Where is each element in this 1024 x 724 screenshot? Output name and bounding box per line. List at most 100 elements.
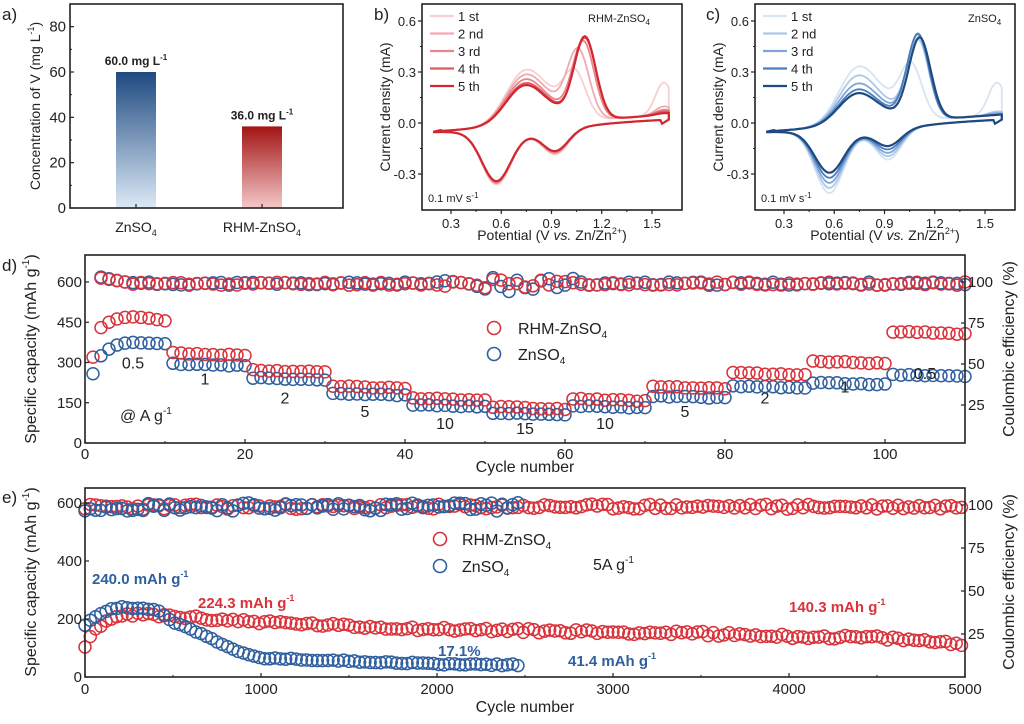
ce-point-rhm xyxy=(182,277,196,291)
capacity-point-rhm xyxy=(206,347,220,362)
ce-point-rhm xyxy=(494,273,508,287)
panel-d-legend: RHM-ZnSO4 ZnSO4 xyxy=(486,320,608,367)
y-tick-label: 150 xyxy=(57,395,82,412)
capacity-point-rhm xyxy=(268,615,282,630)
ce-point-rhm xyxy=(510,276,524,291)
capacity-point-znso4 xyxy=(662,390,676,404)
capacity-point-znso4 xyxy=(718,390,732,405)
capacity-point-rhm xyxy=(510,400,524,414)
ce-point-rhm xyxy=(118,275,132,289)
capacity-point-rhm xyxy=(812,630,826,644)
panel-e-xlabel: Cycle number xyxy=(476,699,575,716)
ce-point-rhm xyxy=(674,501,689,515)
capacity-point-rhm xyxy=(702,381,716,395)
capacity-point-znso4 xyxy=(358,387,372,402)
x-tick-label: 60 xyxy=(557,446,574,463)
capacity-point-znso4 xyxy=(822,376,836,390)
capacity-point-rhm xyxy=(294,364,308,379)
capacity-point-znso4 xyxy=(670,389,684,404)
y2-tick-label: 25 xyxy=(968,397,985,414)
ce-point-rhm xyxy=(270,275,284,290)
ce-point-rhm xyxy=(158,276,172,291)
bar-value-label: 36.0 mg L-1 xyxy=(231,107,294,122)
ce-point-znso4 xyxy=(125,503,140,518)
y-tick-label: 0.6 xyxy=(398,14,416,29)
legend-label: ZnSO4 xyxy=(518,347,566,367)
capacity-point-rhm xyxy=(310,364,324,379)
capacity-point-znso4 xyxy=(115,599,129,614)
capacity-point-znso4 xyxy=(726,379,740,393)
rate-label: 15 xyxy=(516,421,534,438)
panel-d-points xyxy=(86,270,972,422)
capacity-point-rhm xyxy=(648,626,662,640)
capacity-point-znso4 xyxy=(454,399,468,414)
ce-point-znso4 xyxy=(421,498,435,513)
capacity-point-rhm xyxy=(294,618,309,632)
capacity-point-rhm xyxy=(870,356,884,370)
ce-point-rhm xyxy=(828,499,842,514)
capacity-point-rhm xyxy=(446,392,460,406)
capacity-point-rhm xyxy=(410,623,425,638)
capacity-point-znso4 xyxy=(774,381,788,395)
ce-point-rhm xyxy=(374,275,388,290)
ce-point-rhm xyxy=(94,271,108,285)
capacity-point-znso4 xyxy=(447,657,462,671)
capacity-point-rhm xyxy=(398,381,412,396)
capacity-point-rhm xyxy=(574,391,588,406)
capacity-point-rhm xyxy=(902,324,916,339)
capacity-point-znso4 xyxy=(104,602,119,616)
ce-point-znso4 xyxy=(558,278,572,292)
legend-label: RHM-ZnSO4 xyxy=(462,532,552,552)
capacity-point-rhm xyxy=(764,629,779,643)
panel-c-xlabel: Potential (V vs. Zn/Zn2+) xyxy=(810,226,960,243)
x-tick-label: 40 xyxy=(397,446,414,463)
capacity-point-rhm xyxy=(548,624,562,638)
ce-point-rhm xyxy=(574,499,589,514)
ce-point-rhm xyxy=(102,272,116,287)
ce-point-rhm xyxy=(198,276,212,290)
ce-point-rhm xyxy=(686,276,700,290)
ce-point-rhm xyxy=(606,276,620,290)
ce-point-rhm xyxy=(254,275,268,290)
capacity-point-rhm xyxy=(300,616,314,631)
ce-point-rhm xyxy=(926,276,940,290)
ce-point-rhm xyxy=(174,275,188,290)
capacity-point-znso4 xyxy=(494,406,508,421)
capacity-point-znso4 xyxy=(870,377,884,392)
capacity-point-znso4 xyxy=(505,657,520,671)
capacity-point-rhm xyxy=(490,623,504,638)
ce-point-rhm xyxy=(542,498,557,513)
capacity-point-rhm xyxy=(796,630,810,644)
capacity-point-rhm xyxy=(273,614,288,629)
ce-point-rhm xyxy=(662,277,676,292)
capacity-point-rhm xyxy=(638,393,652,408)
capacity-point-znso4 xyxy=(263,652,277,666)
capacity-point-rhm xyxy=(590,392,604,406)
capacity-point-rhm xyxy=(447,624,462,638)
ce-point-rhm xyxy=(630,276,644,291)
capacity-point-znso4 xyxy=(422,398,436,412)
legend-marker xyxy=(486,320,502,336)
capacity-point-rhm xyxy=(518,400,532,415)
ce-point-rhm xyxy=(150,277,164,291)
capacity-point-znso4 xyxy=(702,391,716,405)
capacity-point-rhm xyxy=(878,356,892,371)
ce-point-rhm xyxy=(614,277,628,292)
ce-point-rhm xyxy=(126,277,140,291)
capacity-point-rhm xyxy=(622,627,636,641)
ce-point-rhm xyxy=(142,276,156,291)
capacity-point-rhm xyxy=(606,625,620,639)
ce-point-rhm xyxy=(590,499,604,513)
capacity-point-znso4 xyxy=(326,386,340,401)
y-tick-label: 0 xyxy=(74,435,82,452)
capacity-point-znso4 xyxy=(790,381,804,395)
capacity-point-rhm xyxy=(928,635,942,650)
ce-point-rhm xyxy=(190,276,204,291)
capacity-point-rhm xyxy=(894,325,908,339)
y-tick-label: 450 xyxy=(57,314,82,331)
ce-point-rhm xyxy=(734,277,748,292)
ce-point-rhm xyxy=(902,276,916,291)
ce-point-rhm xyxy=(564,499,578,514)
ce-point-rhm xyxy=(726,275,740,290)
